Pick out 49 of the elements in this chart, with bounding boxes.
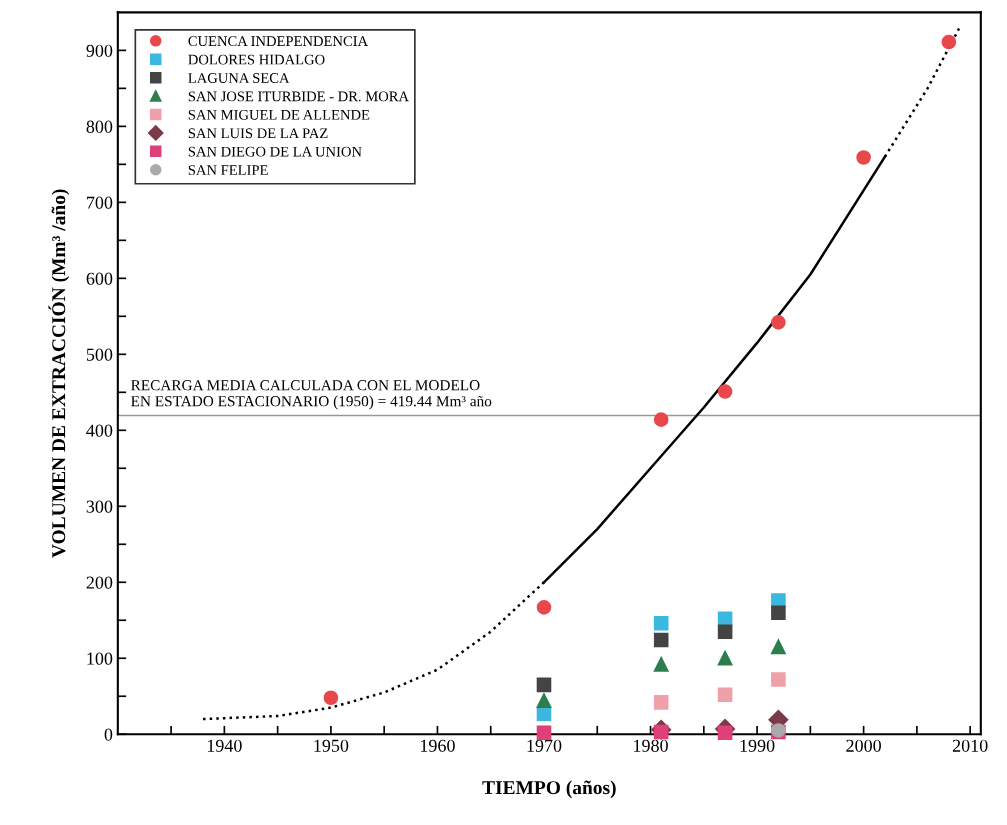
x-tick-label: 1970 [527, 739, 562, 752]
y-axis-title: VOLUMEN DE EXTRACCIÓN (Mm³ /año) [48, 189, 70, 558]
legend-label: SAN JOSE ITURBIDE - DR. MORA [188, 91, 409, 102]
point [323, 690, 339, 706]
point [856, 150, 871, 165]
y-tick-label: 100 [87, 652, 113, 665]
point [771, 639, 786, 655]
x-tick-label: 1990 [740, 739, 775, 752]
point [536, 600, 552, 615]
y-tick-label: 900 [86, 44, 113, 57]
legend-label: DOLORES HIDALGO [188, 54, 325, 65]
y-tick-label: 600 [86, 272, 113, 285]
y-tick-label: 800 [86, 120, 113, 133]
x-tick-label: 2000 [846, 739, 881, 752]
point [771, 605, 786, 620]
x-tick-label: 1940 [207, 739, 242, 752]
point [771, 315, 786, 330]
legend-label: SAN FELIPE [188, 165, 268, 175]
x-tick-label: 1980 [634, 739, 668, 752]
point [653, 657, 669, 672]
point [653, 695, 669, 710]
y-tick-label: 200 [86, 576, 113, 589]
x-tick-label: 2010 [952, 739, 988, 752]
point [717, 384, 733, 399]
y-tick-label: 300 [86, 500, 113, 513]
point [717, 725, 733, 741]
x-tick-label: 1960 [420, 739, 455, 752]
legend-label: CUENCA INDEPENDENCIA [188, 36, 368, 47]
legend-label: SAN MIGUEL DE ALLENDE [188, 109, 370, 120]
point [653, 632, 669, 648]
point [771, 672, 786, 687]
point [653, 616, 669, 631]
y-tick-label: 700 [87, 196, 113, 209]
legend-label: SAN LUIS DE LA PAZ [188, 128, 328, 139]
point [717, 624, 733, 639]
y-tick-label: 500 [86, 348, 113, 361]
point [536, 677, 552, 693]
ref-line-label: RECARGA MEDIA CALCULADA CON EL MODELO EN ESTADO ESTACIONARIO (1950) = 419.44 Mm³ año [131, 380, 492, 410]
point [941, 34, 957, 50]
y-tick-label: 0 [104, 728, 113, 741]
point [653, 412, 669, 427]
x-tick-label: 1950 [314, 739, 349, 752]
point [717, 650, 733, 666]
x-axis-title: TIEMPO (años) [482, 780, 616, 799]
legend-label: LAGUNA SECA [188, 73, 290, 83]
y-tick-label: 400 [86, 424, 113, 437]
point [717, 687, 733, 703]
legend-label: SAN DIEGO DE LA UNION [188, 146, 362, 157]
point [536, 693, 552, 709]
